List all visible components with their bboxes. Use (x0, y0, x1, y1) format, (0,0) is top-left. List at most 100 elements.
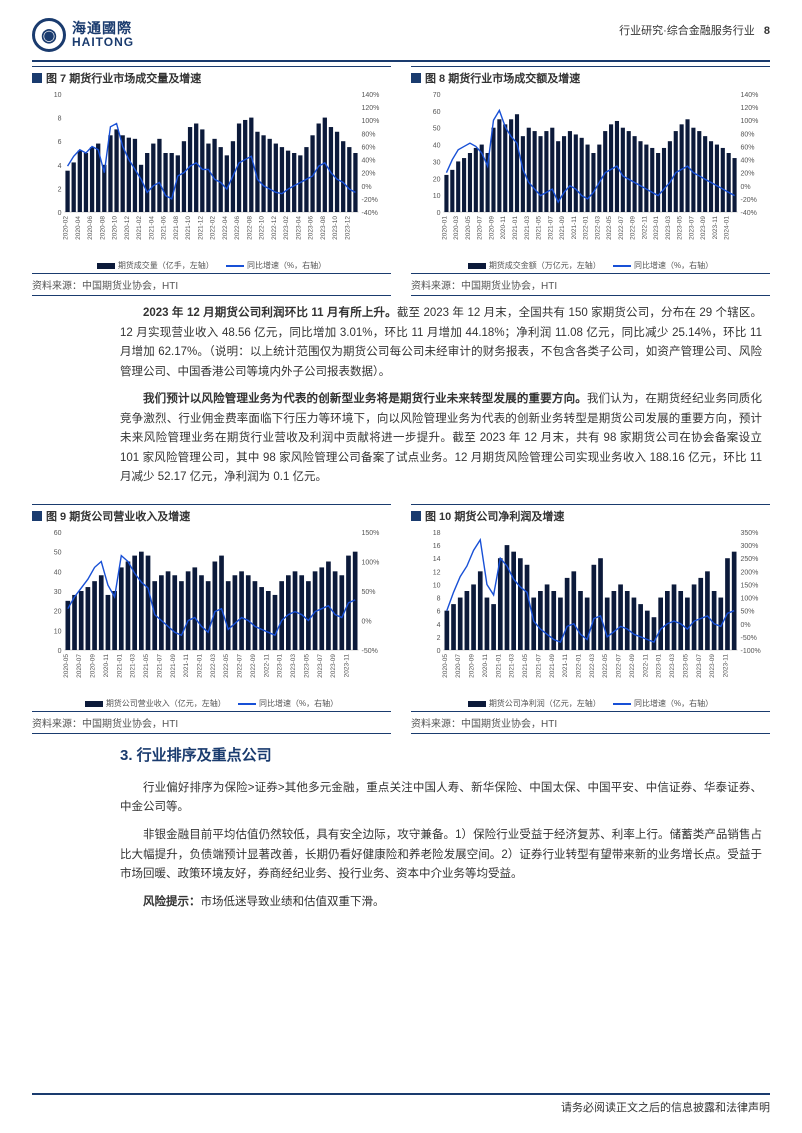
fig7-legend-bar: 期货成交量（亿手，左轴） (118, 261, 214, 270)
svg-text:16: 16 (433, 543, 441, 550)
fig7-legend-line: 同比增速（%，右轴） (247, 261, 326, 270)
svg-text:2020-07: 2020-07 (455, 654, 462, 678)
fig8-legend-line: 同比增速（%，右轴） (634, 261, 713, 270)
svg-text:30: 30 (54, 589, 62, 596)
p2-lead: 我们预计以风险管理业务为代表的创新型业务将是期货行业未来转型发展的重要方向。 (143, 393, 587, 405)
svg-text:2022-05: 2022-05 (606, 216, 613, 240)
svg-text:200%: 200% (741, 569, 759, 576)
svg-text:0: 0 (58, 648, 62, 655)
fig8-svg: 010203040506070-40%-20%0%20%40%60%80%100… (411, 88, 770, 258)
fig10-legend-line: 同比增速（%，右轴） (634, 699, 713, 708)
fig10-title: 图 10 期货公司净利润及增速 (425, 511, 564, 523)
svg-text:2024-01: 2024-01 (724, 216, 731, 240)
chart-fig7: 图 7 期货行业市场成交量及增速 0246810-40%-20%0%20%40%… (32, 66, 391, 296)
svg-text:120%: 120% (362, 105, 380, 112)
svg-text:2023-06: 2023-06 (308, 216, 315, 240)
logo-en: HAITONG (72, 36, 134, 49)
svg-text:2020-04: 2020-04 (75, 216, 82, 240)
svg-text:70: 70 (433, 92, 441, 99)
svg-text:40: 40 (433, 143, 441, 150)
fig9-source: 资料来源：中国期货业协会，HTI (32, 711, 391, 734)
page-header: ◉ 海通國際 HAITONG 行业研究·综合金融服务行业 8 (32, 18, 770, 62)
svg-text:2022-01: 2022-01 (575, 654, 582, 678)
svg-text:2022-02: 2022-02 (210, 216, 217, 240)
svg-text:2023-03: 2023-03 (290, 654, 297, 678)
svg-text:0%: 0% (362, 618, 372, 625)
svg-text:2020-09: 2020-09 (488, 216, 495, 240)
svg-text:2022-05: 2022-05 (602, 654, 609, 678)
header-category: 行业研究·综合金融服务行业 (619, 25, 755, 37)
svg-text:2021-11: 2021-11 (183, 654, 190, 678)
svg-text:2021-12: 2021-12 (197, 216, 204, 240)
svg-text:60%: 60% (362, 144, 376, 151)
svg-text:2023-07: 2023-07 (696, 654, 703, 678)
svg-text:2022-09: 2022-09 (250, 654, 257, 678)
svg-text:2021-11: 2021-11 (562, 654, 569, 678)
svg-text:2023-01: 2023-01 (656, 654, 663, 678)
svg-text:2021-03: 2021-03 (524, 216, 531, 240)
svg-text:20: 20 (54, 609, 62, 616)
svg-text:14: 14 (433, 556, 441, 563)
svg-text:20: 20 (433, 176, 441, 183)
svg-text:40%: 40% (741, 158, 755, 165)
svg-text:2023-05: 2023-05 (682, 654, 689, 678)
svg-text:0: 0 (58, 210, 62, 217)
svg-text:-20%: -20% (362, 197, 378, 204)
svg-text:20%: 20% (741, 171, 755, 178)
fig7-title: 图 7 期货行业市场成交量及增速 (46, 73, 201, 85)
svg-text:2021-06: 2021-06 (161, 216, 168, 240)
svg-text:2022-11: 2022-11 (642, 654, 649, 678)
svg-text:0: 0 (437, 648, 441, 655)
svg-text:0%: 0% (362, 184, 372, 191)
fig9-svg: 0102030405060-50%0%50%100%150%2020-05202… (32, 526, 391, 696)
svg-text:40: 40 (54, 569, 62, 576)
svg-text:300%: 300% (741, 543, 759, 550)
section3-p1: 行业偏好排序为保险>证券>其他多元金融，重点关注中国人寿、新华保险、中国太保、中… (120, 779, 762, 818)
svg-text:-100%: -100% (741, 648, 761, 655)
svg-text:2022-01: 2022-01 (583, 216, 590, 240)
svg-text:18: 18 (433, 530, 441, 537)
svg-text:2020-12: 2020-12 (124, 216, 131, 240)
svg-text:2021-05: 2021-05 (536, 216, 543, 240)
svg-text:4: 4 (58, 163, 62, 170)
svg-text:2023-09: 2023-09 (709, 654, 716, 678)
svg-text:2021-03: 2021-03 (130, 654, 137, 678)
svg-text:2022-11: 2022-11 (641, 216, 648, 240)
svg-text:10: 10 (54, 92, 62, 99)
svg-text:2022-10: 2022-10 (259, 216, 266, 240)
logo: ◉ 海通國際 HAITONG (32, 18, 134, 52)
svg-text:140%: 140% (362, 92, 380, 99)
svg-text:100%: 100% (741, 118, 759, 125)
svg-text:2023-11: 2023-11 (343, 654, 350, 678)
svg-text:2022-09: 2022-09 (629, 654, 636, 678)
svg-text:2023-11: 2023-11 (712, 216, 719, 240)
svg-text:2020-05: 2020-05 (63, 654, 70, 678)
svg-text:100%: 100% (362, 559, 380, 566)
header-right: 行业研究·综合金融服务行业 8 (619, 18, 770, 38)
body-block-1: 2023 年 12 月期货公司利润环比 11 月有所上升。截至 2023 年 1… (32, 296, 770, 504)
svg-text:2021-11: 2021-11 (571, 216, 578, 240)
section3-body: 行业偏好排序为保险>证券>其他多元金融，重点关注中国人寿、新华保险、中国太保、中… (32, 771, 770, 928)
svg-text:8: 8 (437, 595, 441, 602)
svg-text:2020-08: 2020-08 (99, 216, 106, 240)
svg-text:2022-07: 2022-07 (616, 654, 623, 678)
svg-text:2021-08: 2021-08 (173, 216, 180, 240)
svg-text:60: 60 (433, 109, 441, 116)
svg-text:2023-03: 2023-03 (665, 216, 672, 240)
svg-text:2021-07: 2021-07 (535, 654, 542, 678)
svg-text:2021-04: 2021-04 (148, 216, 155, 240)
svg-text:4: 4 (437, 622, 441, 629)
svg-text:250%: 250% (741, 556, 759, 563)
svg-text:2020-03: 2020-03 (453, 216, 460, 240)
svg-text:2020-10: 2020-10 (112, 216, 119, 240)
svg-text:2022-09: 2022-09 (630, 216, 637, 240)
svg-text:12: 12 (433, 569, 441, 576)
svg-text:2: 2 (437, 635, 441, 642)
svg-text:2023-04: 2023-04 (295, 216, 302, 240)
svg-text:2021-01: 2021-01 (116, 654, 123, 678)
svg-text:30: 30 (433, 159, 441, 166)
svg-text:2023-03: 2023-03 (669, 654, 676, 678)
fig8-title: 图 8 期货行业市场成交额及增速 (425, 73, 580, 85)
svg-text:2023-10: 2023-10 (332, 216, 339, 240)
svg-text:2020-02: 2020-02 (63, 216, 70, 240)
